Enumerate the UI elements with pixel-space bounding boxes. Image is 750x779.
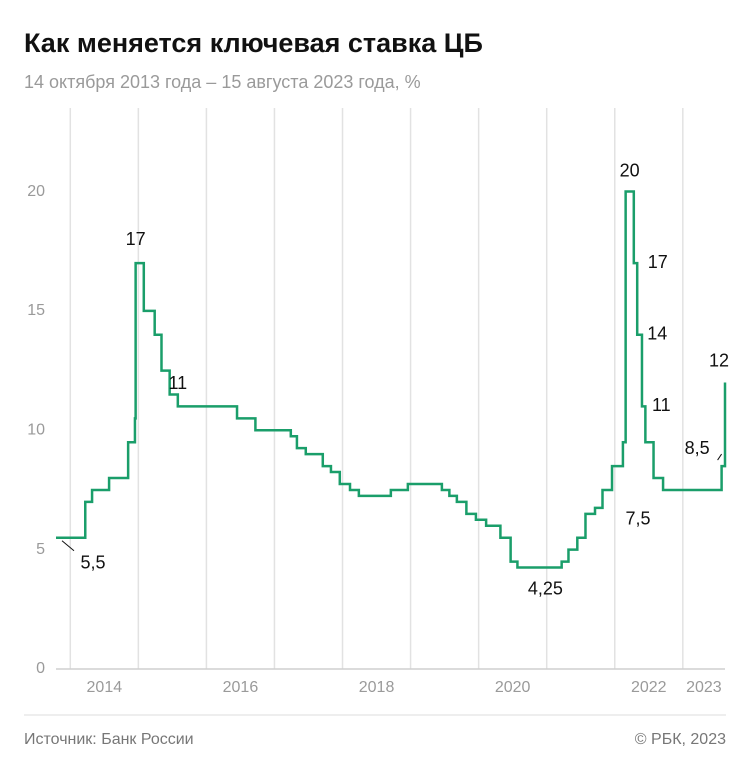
x-tick-label: 2022	[631, 679, 667, 696]
chart-subtitle: 14 октября 2013 года – 15 августа 2023 г…	[24, 72, 421, 92]
credit: © РБК, 2023	[635, 731, 726, 748]
data-label: 7,5	[626, 509, 651, 529]
data-label: 8,5	[685, 438, 710, 458]
data-label: 17	[126, 229, 146, 249]
y-tick-label: 5	[36, 541, 45, 558]
data-label: 11	[168, 373, 187, 393]
y-tick-label: 0	[36, 660, 45, 677]
y-tick-label: 20	[27, 183, 45, 200]
leader-line	[61, 540, 75, 552]
x-tick-label: 2014	[87, 679, 123, 696]
data-label: 4,25	[528, 578, 563, 598]
data-label: 20	[620, 160, 640, 180]
data-label: 12	[709, 350, 729, 370]
data-label: 17	[648, 252, 668, 272]
x-tick-label: 2020	[495, 679, 531, 696]
x-tick-label: 2023	[686, 679, 722, 696]
data-label: 14	[647, 324, 667, 344]
x-tick-label: 2018	[359, 679, 395, 696]
leader-line	[717, 453, 723, 461]
data-label: 11	[652, 395, 671, 415]
source: Источник: Банк России	[24, 731, 194, 748]
x-tick-label: 2016	[223, 679, 259, 696]
chart-title: Как меняется ключевая ставка ЦБ	[24, 28, 483, 58]
rate-line	[56, 190, 727, 569]
y-tick-label: 10	[27, 421, 45, 438]
y-tick-label: 15	[27, 302, 45, 319]
data-label: 5,5	[80, 552, 105, 572]
